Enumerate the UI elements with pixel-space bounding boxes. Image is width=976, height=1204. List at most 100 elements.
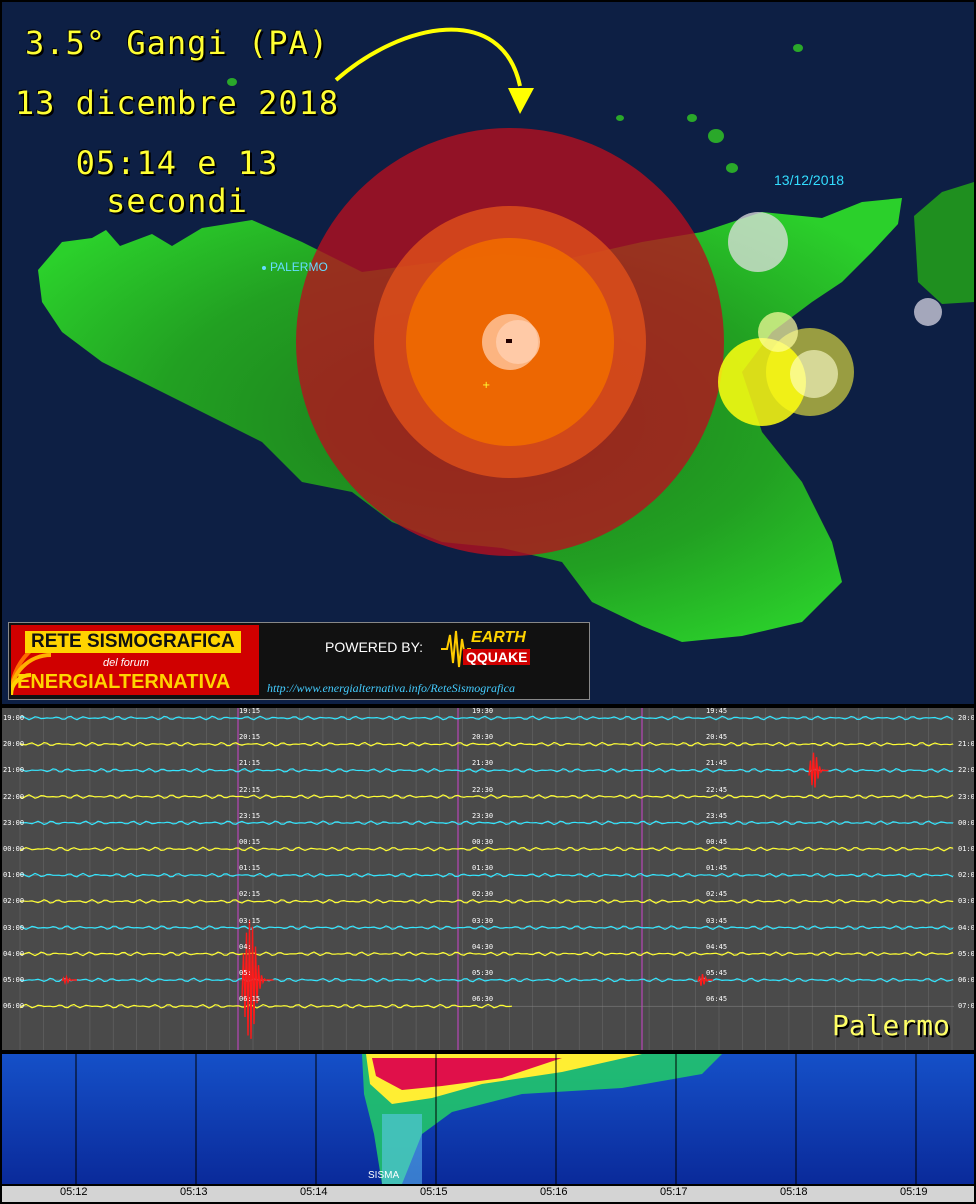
palermo-label: PALERMO bbox=[270, 260, 328, 274]
row-time-label: 21:00 bbox=[3, 766, 25, 775]
row-minute-label: 21:30 bbox=[472, 759, 494, 768]
time-axis: 05:12 05:13 05:14 05:15 05:16 05:17 05:18 05:19 bbox=[2, 1186, 974, 1202]
row-minute-label: 03:15 bbox=[239, 916, 261, 925]
headline-magnitude: 3.5° Gangi (PA) bbox=[25, 24, 329, 62]
spectrogram-band bbox=[382, 1114, 422, 1184]
row-minute-label: 04: bbox=[239, 942, 252, 951]
banner-url-link[interactable]: http://www.energialternativa.info/ReteSi… bbox=[267, 681, 515, 695]
island bbox=[616, 115, 624, 121]
helicorder-traces bbox=[19, 708, 954, 1050]
map-date-label: 13/12/2018 bbox=[774, 172, 845, 188]
time-tick-label: 05:16 bbox=[540, 1186, 568, 1198]
row-minute-label: 19:45 bbox=[706, 708, 728, 715]
row-minute-label: 00:15 bbox=[239, 838, 261, 846]
headline-date: 13 dicembre 2018 bbox=[14, 84, 340, 122]
helicorder-trace bbox=[19, 767, 954, 773]
banner-forum-text: del forum bbox=[103, 657, 149, 669]
earthquake-signal bbox=[61, 974, 77, 986]
pointer-arrow bbox=[334, 27, 522, 87]
row-time-label: 20:00 bbox=[3, 740, 25, 749]
banner-energia-text: ENERGIALTERNATIVA bbox=[17, 671, 231, 693]
row-time-label: 05:00 bbox=[958, 949, 974, 958]
row-minute-label: 00:45 bbox=[706, 838, 728, 846]
seismic-map: + 3.5° Gangi (PA) 13 dicembre 2018 05:14… bbox=[2, 2, 974, 704]
row-minute-label: 06:45 bbox=[706, 995, 728, 1004]
event-circle-yellow bbox=[790, 350, 838, 398]
row-minute-label: 05:45 bbox=[706, 969, 728, 977]
time-tick-label: 05:18 bbox=[780, 1186, 808, 1198]
row-time-label: 02:00 bbox=[3, 897, 25, 906]
row-time-label: 20:00 bbox=[958, 714, 974, 722]
row-time-label: 03:00 bbox=[3, 923, 25, 932]
spectrogram-energy-red bbox=[372, 1058, 562, 1090]
time-tick-label: 05:14 bbox=[300, 1186, 328, 1198]
row-minute-label: 02:30 bbox=[472, 890, 494, 899]
row-minute-label: 19:30 bbox=[472, 708, 494, 715]
helicorder-trace bbox=[19, 794, 954, 800]
helicorder-trace bbox=[19, 1003, 513, 1009]
row-time-label: 00:00 bbox=[3, 845, 25, 853]
row-time-label: 07:00 bbox=[958, 1002, 974, 1011]
row-minute-label: 04:45 bbox=[706, 942, 728, 951]
spectrogram-graphic bbox=[2, 1054, 974, 1184]
row-time-label: 00:00 bbox=[958, 818, 974, 827]
row-minute-label: 03:30 bbox=[472, 916, 494, 925]
row-minute-label: 01:30 bbox=[472, 864, 494, 873]
earthquake-signal bbox=[808, 752, 829, 788]
station-name: Palermo bbox=[831, 1009, 950, 1042]
helicorder-trace bbox=[19, 741, 954, 747]
event-circle-gray bbox=[728, 212, 788, 272]
row-time-label: 01:00 bbox=[958, 845, 974, 853]
time-tick-label: 05:17 bbox=[660, 1186, 688, 1198]
row-time-label: 04:00 bbox=[3, 949, 25, 958]
helicorder-trace bbox=[19, 846, 954, 852]
row-minute-label: 05:30 bbox=[472, 969, 494, 977]
row-minute-label: 03:45 bbox=[706, 916, 728, 925]
sisma-label: SISMA bbox=[368, 1170, 400, 1181]
quake-logo-text: QQUAKE bbox=[463, 649, 531, 665]
row-time-label: 03:00 bbox=[958, 897, 974, 906]
time-tick-label: 05:15 bbox=[420, 1186, 448, 1198]
time-tick-label: 05:13 bbox=[180, 1186, 208, 1198]
row-minute-label: 19:15 bbox=[239, 708, 261, 715]
helicorder-trace bbox=[19, 977, 954, 983]
island bbox=[227, 78, 237, 86]
row-time-label: 23:00 bbox=[3, 818, 25, 827]
row-time-label: 04:00 bbox=[958, 923, 974, 932]
pointer-arrowhead bbox=[508, 88, 534, 114]
earthquake-signal bbox=[697, 973, 713, 986]
row-time-label: 21:00 bbox=[958, 740, 974, 749]
row-minute-label: 04:30 bbox=[472, 942, 494, 951]
helicorder-trace bbox=[19, 715, 954, 721]
banner-logo-block: RETE SISMOGRAFICA del forum ENERGIALTERN… bbox=[11, 625, 259, 695]
island bbox=[726, 163, 738, 173]
headline-time: 05:14 e 13 secondi bbox=[75, 144, 279, 220]
station-marker: + bbox=[482, 380, 490, 391]
row-minute-label: 20:30 bbox=[472, 733, 494, 742]
helicorder-trace bbox=[19, 951, 954, 957]
row-minute-label: 01:15 bbox=[239, 864, 261, 873]
row-minute-label: 20:15 bbox=[239, 733, 261, 742]
epicenter-circle bbox=[496, 320, 540, 364]
row-minute-label: 23:45 bbox=[706, 811, 728, 820]
row-time-label: 19:00 bbox=[3, 714, 25, 722]
row-time-label: 05:00 bbox=[3, 976, 25, 984]
spectrogram-panel: SISMA bbox=[2, 1054, 974, 1184]
row-minute-label: 21:45 bbox=[706, 759, 728, 768]
event-circle-yellow bbox=[758, 312, 798, 352]
island bbox=[687, 114, 697, 122]
event-circle-yellow bbox=[718, 338, 806, 426]
powered-by-text: POWERED BY: bbox=[325, 639, 424, 655]
spectrogram-gridlines bbox=[75, 1054, 917, 1184]
row-minute-label: 01:45 bbox=[706, 864, 728, 873]
helicorder-panel: 19:00 20:00 19:15 19:30 19:45 20:00 21:00 20:15… bbox=[2, 708, 974, 1050]
row-time-label: 06:00 bbox=[958, 976, 974, 984]
time-tick-label: 05:12 bbox=[60, 1186, 88, 1198]
island bbox=[708, 129, 724, 143]
row-time-label: 01:00 bbox=[3, 871, 25, 880]
time-tick-label: 05:19 bbox=[900, 1186, 928, 1198]
row-time-label: 22:00 bbox=[3, 792, 25, 801]
row-minute-label: 02:45 bbox=[706, 890, 728, 899]
row-minute-label: 22:45 bbox=[706, 785, 728, 794]
